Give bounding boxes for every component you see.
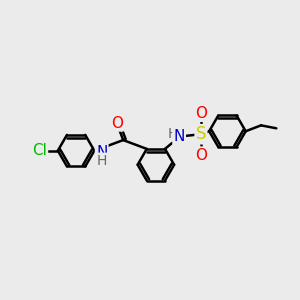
Text: H: H xyxy=(97,154,107,168)
Text: Cl: Cl xyxy=(32,143,47,158)
Text: N: N xyxy=(96,145,107,160)
Text: S: S xyxy=(196,125,206,143)
Text: N: N xyxy=(173,129,185,144)
Text: O: O xyxy=(195,106,207,121)
Text: O: O xyxy=(111,116,123,130)
Text: O: O xyxy=(195,148,207,163)
Text: H: H xyxy=(167,127,178,141)
